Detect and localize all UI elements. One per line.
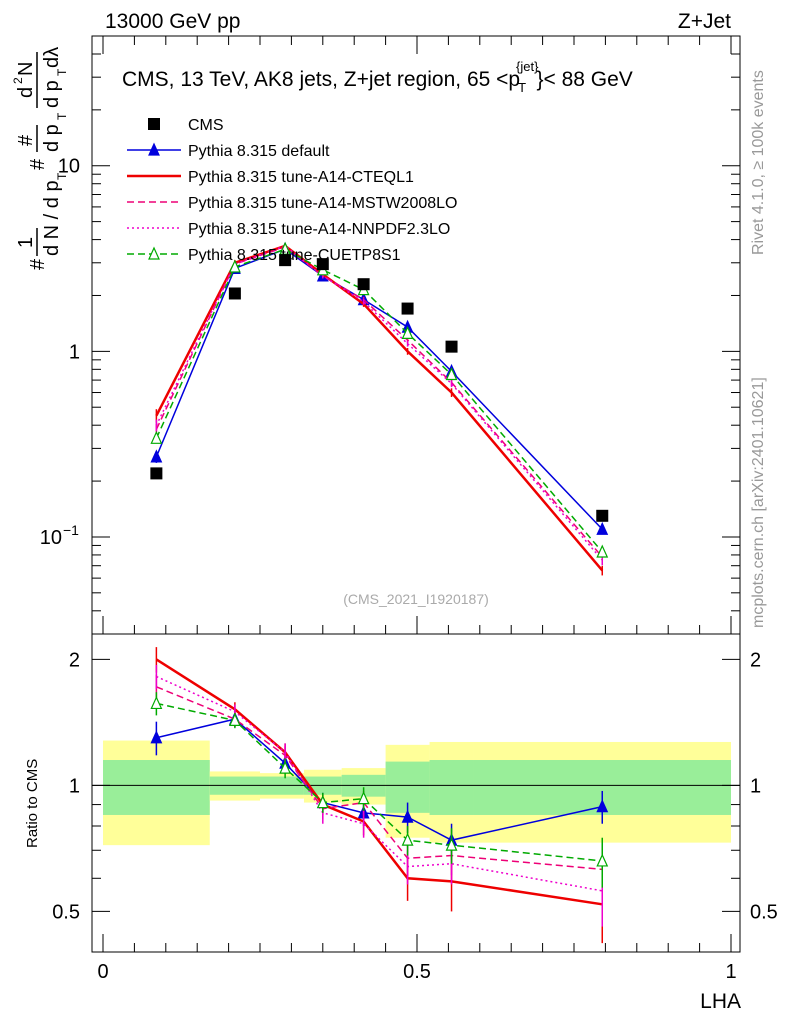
main-y-tick-exponent: −1 [63, 522, 79, 538]
series-marker [150, 695, 163, 710]
main-series-group [150, 241, 609, 576]
series-line [156, 686, 603, 871]
ratio-series-pythia-8-315-tune-cuetp8s1 [150, 692, 609, 888]
series-marker [228, 712, 241, 726]
series-line [156, 718, 603, 841]
svg-text:d p: d p [41, 80, 63, 108]
series-marker [445, 837, 458, 851]
ratio-y-ticks: 0.5 0.5 1 1 2 2 [52, 649, 778, 953]
svg-text:2: 2 [11, 77, 25, 84]
series-marker [150, 730, 163, 744]
legend-label: Pythia 8.315 tune-A14-NNPDF2.3LO [188, 221, 450, 238]
ratio-y-tick-label-left: 1 [69, 775, 80, 797]
legend-label: Pythia 8.315 tune-CUETP8S1 [188, 247, 401, 264]
main-series-cms [150, 254, 609, 522]
cms-data-point [445, 340, 458, 353]
band-green [103, 760, 210, 815]
legend-label: Pythia 8.315 tune-A14-CTEQL1 [188, 169, 414, 186]
svg-text:d p: d p [41, 124, 63, 152]
series-marker [401, 832, 414, 846]
svg-text:T: T [55, 68, 69, 76]
x-tick-label: 0 [97, 961, 108, 983]
analysis-id: (CMS_2021_I1920187) [343, 591, 489, 607]
svg-text:d: d [15, 87, 37, 98]
ratio-plot-frame [91, 633, 741, 953]
series-marker [596, 544, 609, 558]
series-marker [357, 791, 370, 805]
series-line [155, 248, 603, 553]
main-y-tick-label: 10 [40, 527, 62, 549]
series-marker [279, 760, 292, 774]
cms-data-point [401, 302, 414, 315]
x-ticks: 0 0.5 1 [97, 36, 737, 983]
x-tick-label: 1 [725, 961, 736, 983]
x-axis-label: LHA [700, 990, 741, 1013]
cms-data-point [316, 258, 329, 271]
series-marker [596, 799, 609, 813]
band-green [429, 760, 474, 815]
series-line [155, 248, 603, 530]
ratio-uncertainty-bands [103, 740, 731, 846]
svg-text:dλ: dλ [41, 47, 63, 68]
series-marker [401, 809, 414, 823]
svg-text:N: N [15, 62, 37, 76]
cms-data-point [228, 287, 241, 300]
svg-text:T: T [55, 112, 69, 120]
series-marker [401, 325, 414, 339]
ratio-y-tick-label-left: 0.5 [52, 901, 80, 923]
svg-text:#: # [27, 258, 49, 270]
svg-text:#: # [15, 134, 37, 146]
series-marker [150, 449, 163, 463]
legend-label: CMS [188, 117, 224, 134]
svg-text:1: 1 [15, 237, 37, 248]
legend-marker [148, 118, 160, 130]
main-series-pythia-8-315-tune-a14-nnpdf2-3lo [155, 243, 604, 566]
main-series-pythia-8-315-default [150, 241, 609, 535]
series-marker [150, 430, 163, 444]
main-y-axis-label: # 1 d N / d p T # # d p T d 2 N d p T dλ [11, 47, 69, 270]
plot-title: CMS, 13 TeV, AK8 jets, Z+jet region, 65 … [122, 59, 633, 95]
cms-data-point [596, 509, 609, 522]
legend-marker [148, 246, 160, 260]
cms-data-point [279, 254, 292, 267]
header-energy: 13000 GeV pp [105, 10, 240, 33]
main-y-tick-label: 10 [58, 156, 80, 178]
svg-text:d N / d p: d N / d p [41, 180, 63, 256]
series-line [155, 246, 603, 558]
header-process: Z+Jet [678, 10, 731, 33]
ratio-series-group [150, 647, 609, 944]
series-marker [316, 795, 329, 809]
main-y-tick-label: 1 [69, 341, 80, 363]
series-marker [228, 259, 241, 273]
main-series-pythia-8-315-tune-a14-mstw2008lo [155, 244, 604, 562]
cms-data-point [357, 278, 370, 291]
legend-label: Pythia 8.315 default [188, 143, 330, 160]
svg-text:T: T [55, 172, 69, 180]
x-tick-label: 0.5 [403, 961, 431, 983]
series-marker [596, 853, 609, 867]
series-line [156, 675, 603, 892]
mcplots-reference: mcplots.cern.ch [arXiv:2401.10621] [750, 377, 767, 628]
legend-marker [148, 142, 160, 156]
svg-text:#: # [27, 158, 49, 170]
legend: CMS Pythia 8.315 default Pythia 8.315 tune… [127, 117, 457, 264]
series-line [156, 702, 603, 862]
ratio-y-axis-label: Ratio to CMS [24, 759, 41, 848]
legend-label: Pythia 8.315 tune-A14-MSTW2008LO [188, 195, 457, 212]
rivet-version: Rivet 4.1.0, ≥ 100k events [750, 70, 767, 255]
series-marker [445, 367, 458, 381]
cms-data-point [150, 467, 163, 480]
series-line [155, 658, 603, 906]
series-marker [596, 521, 609, 535]
ratio-y-tick-label-right: 0.5 [750, 901, 778, 923]
ratio-y-tick-label-right: 2 [750, 649, 761, 671]
ratio-y-tick-label-left: 2 [69, 649, 80, 671]
ratio-y-tick-label-right: 1 [750, 775, 761, 797]
